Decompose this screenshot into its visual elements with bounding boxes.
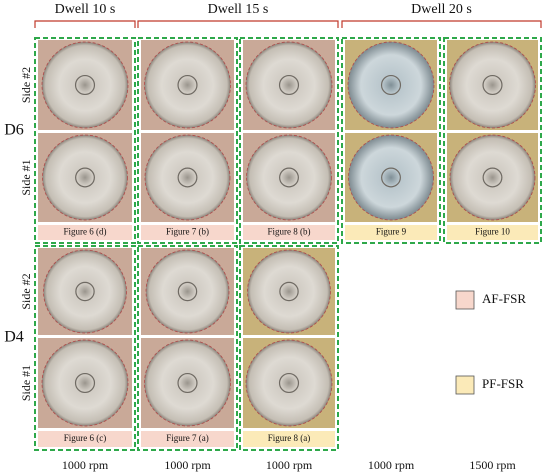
side-label: Side #2 — [19, 273, 33, 309]
caption-box — [345, 225, 437, 240]
weld-spot — [75, 167, 95, 188]
caption-box — [141, 431, 234, 447]
specimen — [246, 134, 332, 221]
group-frame — [137, 37, 238, 244]
side-label: Side #1 — [19, 159, 33, 195]
header: Dwell 10 s — [55, 2, 116, 17]
caption-box — [141, 225, 234, 240]
caption-box — [38, 431, 132, 447]
weld-spot — [75, 281, 95, 302]
weld-spot — [278, 74, 300, 96]
header: Dwell 15 s — [208, 2, 269, 17]
specimen — [42, 134, 128, 221]
caption: Figure 7 (b) — [166, 227, 209, 237]
caption: Figure 9 — [376, 227, 407, 237]
weld-spot — [74, 74, 96, 96]
group-frame — [34, 245, 136, 451]
group-label: D4 — [4, 329, 24, 346]
caption: Figure 8 (b) — [268, 227, 311, 237]
specimen — [245, 41, 333, 129]
weld-spot — [177, 281, 198, 302]
group-frame — [34, 37, 136, 244]
group-frame — [443, 37, 542, 244]
bracket — [34, 20, 136, 28]
side-label: Side #1 — [19, 365, 33, 401]
caption: Figure 8 (a) — [268, 433, 311, 443]
weld-spot — [381, 167, 401, 188]
bracket — [341, 20, 542, 28]
specimen — [245, 339, 333, 427]
weld-spot — [278, 372, 300, 394]
legend-label: AF-FSR — [482, 291, 526, 306]
speed-label: 1500 rpm — [469, 458, 516, 472]
weld-spot — [482, 167, 503, 188]
header: Dwell 20 s — [411, 2, 472, 17]
group-frame — [239, 245, 339, 451]
specimen — [348, 134, 434, 221]
side-label: Side #2 — [19, 67, 33, 103]
weld-spot — [279, 281, 299, 302]
caption-box — [447, 225, 538, 240]
weld-spot — [380, 74, 402, 96]
specimen — [144, 339, 231, 427]
specimen — [41, 41, 129, 129]
weld-spot — [279, 167, 299, 188]
specimen — [43, 249, 127, 334]
specimen — [144, 134, 231, 221]
caption-box — [243, 431, 335, 447]
weld-spot — [74, 372, 96, 394]
weld-spot — [177, 167, 198, 188]
caption: Figure 7 (a) — [166, 433, 209, 443]
bracket — [137, 20, 339, 28]
specimen — [449, 41, 536, 129]
speed-label: 1000 rpm — [164, 458, 211, 472]
caption: Figure 10 — [475, 227, 510, 237]
caption-box — [38, 225, 132, 240]
weld-spot — [177, 372, 198, 394]
specimen — [347, 41, 435, 129]
specimen — [41, 339, 129, 427]
legend-label: PF-FSR — [482, 376, 524, 391]
legend-swatch — [455, 290, 475, 310]
speed-label: 1000 rpm — [266, 458, 313, 472]
caption: Figure 6 (c) — [64, 433, 107, 443]
legend-swatch — [455, 375, 475, 395]
caption-box — [243, 225, 335, 240]
specimen — [449, 134, 536, 221]
group-frame — [341, 37, 441, 244]
group-frame — [239, 37, 339, 244]
specimen — [247, 249, 331, 334]
weld-spot — [177, 74, 198, 96]
specimen — [144, 41, 231, 129]
speed-label: 1000 rpm — [368, 458, 415, 472]
weld-spot — [482, 74, 503, 96]
speed-label: 1000 rpm — [62, 458, 109, 472]
group-label: D6 — [4, 122, 24, 139]
caption: Figure 6 (d) — [64, 227, 107, 237]
group-frame — [137, 245, 238, 451]
specimen — [145, 249, 230, 334]
